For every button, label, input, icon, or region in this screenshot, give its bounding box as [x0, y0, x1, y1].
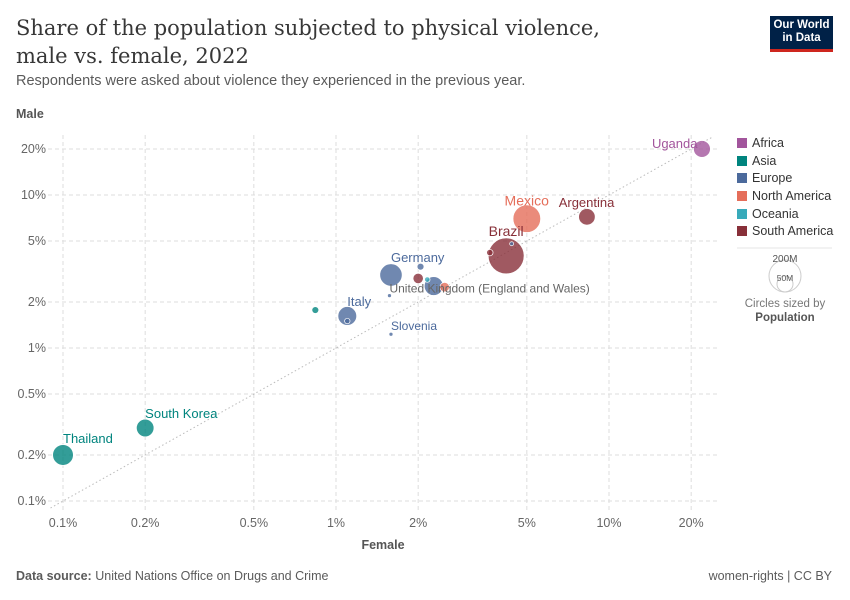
- point-label: Germany: [391, 250, 445, 265]
- legend-item-europe[interactable]: Europe: [737, 169, 833, 187]
- y-tick-label: 10%: [21, 188, 46, 202]
- y-tick-label: 1%: [28, 341, 46, 355]
- data-point: [311, 306, 320, 314]
- size-legend-variable: Population: [755, 312, 814, 324]
- size-legend-small: [776, 275, 794, 293]
- source-label: Data source:: [16, 569, 92, 583]
- point-label: Italy: [347, 294, 371, 309]
- x-tick-label: 2%: [409, 516, 427, 530]
- legend-label: North America: [752, 188, 832, 203]
- data-point: [52, 444, 74, 466]
- point-label: Brazil: [489, 223, 524, 239]
- data-point: [693, 140, 711, 158]
- point-label: Slovenia: [391, 319, 437, 333]
- data-point: [578, 208, 596, 226]
- x-tick-label: 1%: [327, 516, 345, 530]
- x-tick-label: 0.1%: [49, 516, 78, 530]
- data-point: [439, 282, 450, 293]
- data-point: [512, 204, 541, 233]
- legend-swatch: [737, 137, 747, 148]
- legend-item-north-america[interactable]: North America: [737, 187, 833, 205]
- legend-item-oceania[interactable]: Oceania: [737, 205, 833, 223]
- legend-swatch: [737, 226, 747, 237]
- x-tick-label: 0.2%: [131, 516, 160, 530]
- y-tick-label: 0.1%: [18, 494, 47, 508]
- data-point: [424, 276, 431, 283]
- legend-label: Asia: [752, 153, 777, 168]
- data-point: [487, 237, 525, 275]
- chart-subtitle: Respondents were asked about violence th…: [16, 73, 526, 89]
- data-point: [387, 293, 392, 298]
- size-legend-caption: Circles sized by: [745, 298, 826, 310]
- data-point: [344, 317, 351, 325]
- y-tick-label: 0.2%: [18, 448, 47, 462]
- x-tick-label: 20%: [679, 516, 704, 530]
- source-text[interactable]: United Nations Office on Drugs and Crime: [95, 569, 329, 583]
- legend-swatch: [737, 208, 747, 219]
- legend-item-africa[interactable]: Africa: [737, 134, 833, 152]
- legend-label: Oceania: [752, 206, 799, 221]
- data-point: [486, 249, 494, 257]
- y-axis-label: Male: [16, 107, 44, 121]
- y-tick-label: 2%: [28, 295, 46, 309]
- legend-label: South America: [752, 224, 834, 239]
- size-legend-small-label: 50M: [777, 273, 794, 283]
- legend-label: Africa: [752, 135, 784, 150]
- x-tick-label: 5%: [518, 516, 536, 530]
- legend-item-south-america[interactable]: South America: [737, 222, 833, 240]
- x-axis-label: Female: [361, 538, 404, 552]
- data-point: [416, 262, 425, 271]
- data-point: [509, 241, 515, 247]
- size-legend-large-label: 200M: [772, 254, 797, 265]
- point-label: Thailand: [63, 431, 113, 446]
- data-point: [412, 272, 424, 284]
- reference-line: [50, 136, 714, 509]
- data-source: Data source: United Nations Office on Dr…: [16, 569, 328, 583]
- data-point: [388, 331, 394, 337]
- legend: Africa Asia Europe North America Oceania Sout…: [737, 134, 833, 240]
- point-label: Argentina: [559, 195, 615, 210]
- license[interactable]: women-rights | CC BY: [708, 569, 832, 583]
- chart-title: Share of the population subjected to phy…: [16, 16, 600, 68]
- point-label: Mexico: [505, 193, 550, 209]
- legend-swatch: [737, 173, 747, 184]
- data-point: [136, 418, 155, 438]
- point-label: Uganda: [652, 136, 698, 151]
- y-tick-label: 0.5%: [18, 387, 47, 401]
- owid-logo[interactable]: Our World in Data: [770, 16, 833, 52]
- data-point: [379, 263, 403, 287]
- legend-label: Europe: [752, 171, 793, 186]
- point-label: South Korea: [145, 406, 218, 421]
- point-label: United Kingdom (England and Wales): [389, 282, 589, 296]
- data-point: [337, 306, 358, 326]
- legend-swatch: [737, 155, 747, 166]
- y-tick-label: 20%: [21, 142, 46, 156]
- x-tick-label: 10%: [596, 516, 621, 530]
- x-tick-label: 0.5%: [240, 516, 269, 530]
- legend-item-asia[interactable]: Asia: [737, 152, 833, 170]
- legend-swatch: [737, 190, 747, 201]
- y-tick-label: 5%: [28, 234, 46, 248]
